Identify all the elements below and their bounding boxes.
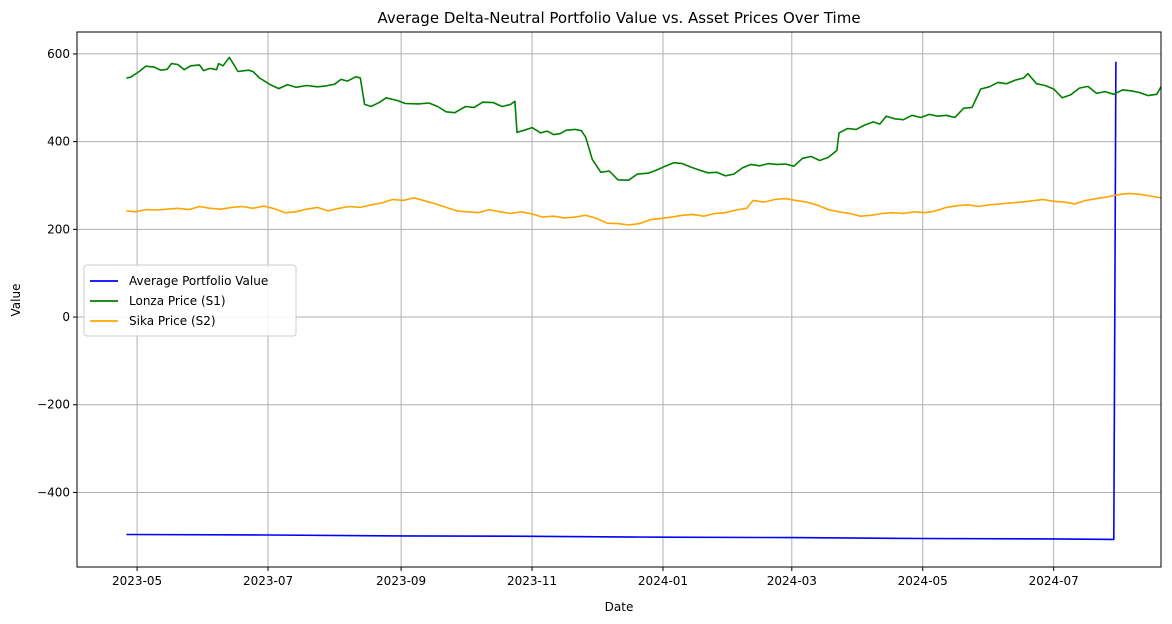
x-tick-label: 2023-05 — [112, 574, 162, 588]
series-line-sika-price-s2 — [126, 192, 1162, 226]
legend-label-average-portfolio-value: Average Portfolio Value — [129, 274, 268, 288]
series-line-average-portfolio-value — [126, 61, 1117, 541]
x-axis-label: Date — [605, 600, 634, 614]
legend-label-lonza-price-s1: Lonza Price (S1) — [129, 294, 226, 308]
x-tick-label: 2023-09 — [376, 574, 426, 588]
y-tick-label: 400 — [47, 135, 70, 149]
series-line-lonza-price-s1 — [126, 56, 1162, 181]
y-tick-label: 600 — [47, 47, 70, 61]
y-tick-label: −200 — [37, 398, 70, 412]
legend: Average Portfolio Value Lonza Price (S1) S… — [83, 264, 297, 337]
x-tick-label: 2024-03 — [767, 574, 817, 588]
x-tick-label: 2024-01 — [638, 574, 688, 588]
legend-box — [83, 264, 297, 337]
y-tick-label: −400 — [37, 485, 70, 499]
x-tick-label: 2024-07 — [1029, 574, 1079, 588]
y-tick-label: 0 — [62, 310, 70, 324]
plot-frame — [76, 31, 1162, 568]
chart-title: Average Delta-Neutral Portfolio Value vs… — [377, 9, 860, 27]
grid — [77, 32, 1161, 567]
series-lines — [126, 56, 1162, 541]
x-tick-label: 2024-05 — [898, 574, 948, 588]
y-axis-label: Value — [9, 284, 23, 317]
axis-ticks: 2023-05 2023-07 2023-09 2023-11 2024-01 2024-… — [37, 47, 1079, 588]
x-tick-label: 2023-07 — [243, 574, 293, 588]
legend-label-sika-price-s2: Sika Price (S2) — [129, 314, 216, 328]
y-tick-label: 200 — [47, 222, 70, 236]
x-tick-label: 2023-11 — [507, 574, 557, 588]
